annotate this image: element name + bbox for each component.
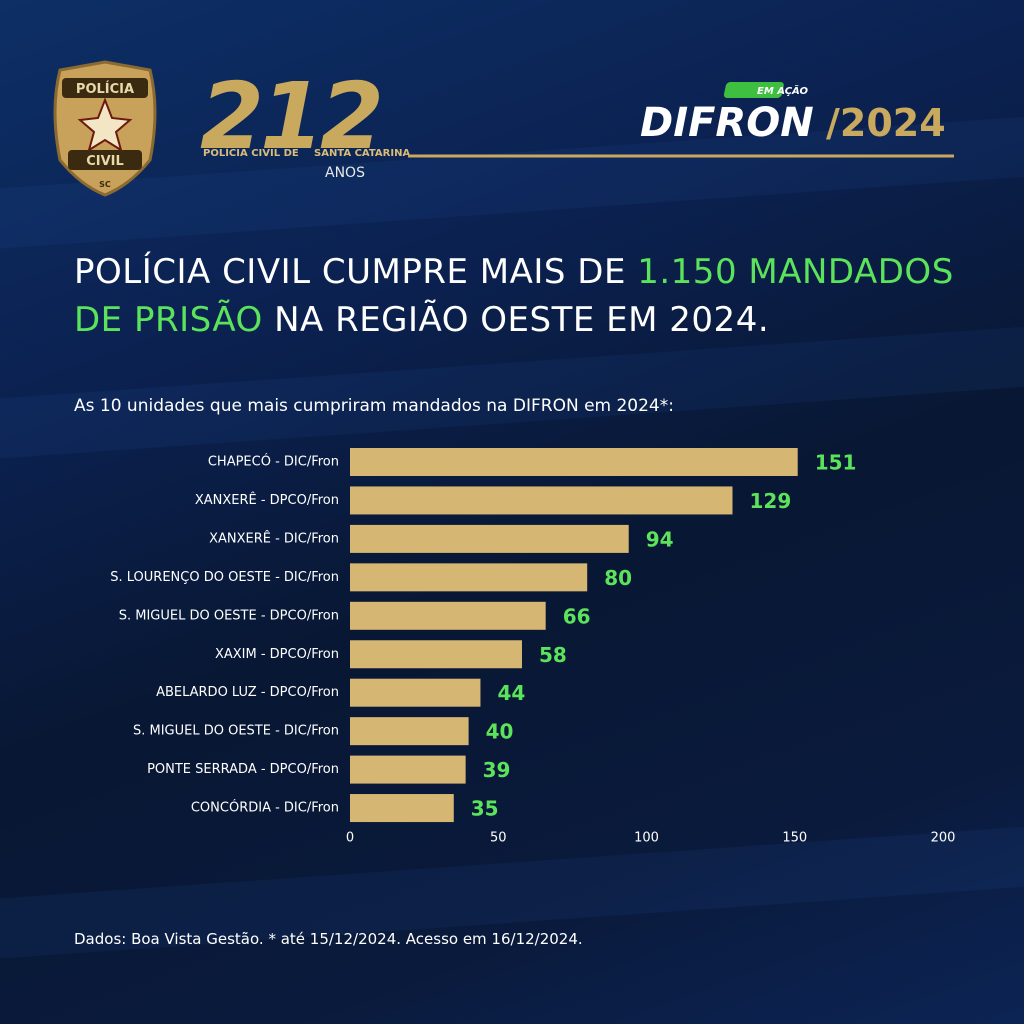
y-tick-label: ABELARDO LUZ - DPCO/Fron [156, 685, 339, 700]
bar [350, 524, 629, 553]
y-tick-label: S. MIGUEL DO OESTE - DPCO/Fron [119, 608, 339, 623]
value-label: 151 [815, 451, 857, 475]
bar [350, 601, 546, 630]
value-label: 129 [749, 489, 791, 513]
headline-text: NA REGIÃO OESTE EM 2024. [262, 300, 770, 340]
header: POLÍCIA CIVIL SC 212 POLÍCIA CIVIL DE SA… [53, 60, 954, 197]
x-tick-label: 100 [634, 831, 659, 846]
y-tick-label: S. LOURENÇO DO OESTE - DIC/Fron [110, 570, 339, 585]
bar [350, 448, 798, 476]
bar [350, 717, 469, 746]
badge-band [62, 78, 148, 98]
value-label: 44 [497, 681, 525, 705]
y-tick-label: XANXERÊ - DPCO/Fron [195, 492, 339, 508]
program-name: DIFRON [640, 100, 814, 146]
value-label: 35 [471, 797, 499, 821]
x-tick-label: 150 [782, 831, 807, 846]
y-tick-label: S. MIGUEL DO OESTE - DIC/Fron [133, 724, 339, 739]
y-tick-label: CHAPECÓ - DIC/Fron [208, 454, 339, 470]
y-tick-label: PONTE SERRADA - DPCO/Fron [147, 762, 339, 777]
badge-star [77, 97, 133, 153]
anniversary-right: SANTA CATARINA [314, 148, 410, 159]
bar [350, 755, 466, 784]
tag-bg [723, 82, 784, 98]
value-label: 39 [483, 758, 511, 782]
x-tick-label: 50 [490, 831, 507, 846]
anniversary-number: 212 [200, 63, 380, 170]
value-label: 66 [563, 604, 591, 628]
badge-top: POLÍCIA [76, 81, 134, 97]
bar [350, 640, 522, 669]
program-tag: EM AÇÃO [757, 84, 808, 97]
anniversary-years: ANOS [325, 165, 365, 181]
anniversary-left: POLÍCIA CIVIL DE [203, 146, 299, 159]
value-label: 94 [646, 527, 674, 551]
value-label: 58 [539, 643, 567, 667]
bar [350, 678, 481, 707]
headline-text: POLÍCIA CIVIL CUMPRE MAIS DE [74, 252, 638, 292]
bar [350, 486, 733, 515]
y-tick-label: XANXERÊ - DIC/Fron [209, 530, 339, 546]
bar-chart: As 10 unidades que mais cumpriram mandad… [74, 396, 956, 846]
value-label: 40 [486, 720, 514, 744]
program-year: /2024 [826, 101, 946, 145]
headline: POLÍCIA CIVIL CUMPRE MAIS DE 1.150 MANDA… [74, 248, 974, 344]
y-tick-label: XAXIM - DPCO/Fron [215, 647, 339, 662]
chart-title: As 10 unidades que mais cumpriram mandad… [74, 396, 674, 416]
badge-state: SC [99, 180, 111, 189]
x-tick-label: 200 [931, 831, 956, 846]
bar [350, 794, 454, 823]
bar [350, 563, 588, 592]
y-tick-label: CONCÓRDIA - DIC/Fron [191, 800, 339, 816]
badge-band [68, 150, 142, 170]
x-tick-label: 0 [346, 831, 354, 846]
value-label: 80 [604, 566, 632, 590]
source-note: Dados: Boa Vista Gestão. * até 15/12/202… [74, 930, 583, 948]
headline-highlight: 1.150 MANDADOS DE PRISÃO [74, 252, 954, 340]
badge-bottom: CIVIL [86, 154, 124, 169]
